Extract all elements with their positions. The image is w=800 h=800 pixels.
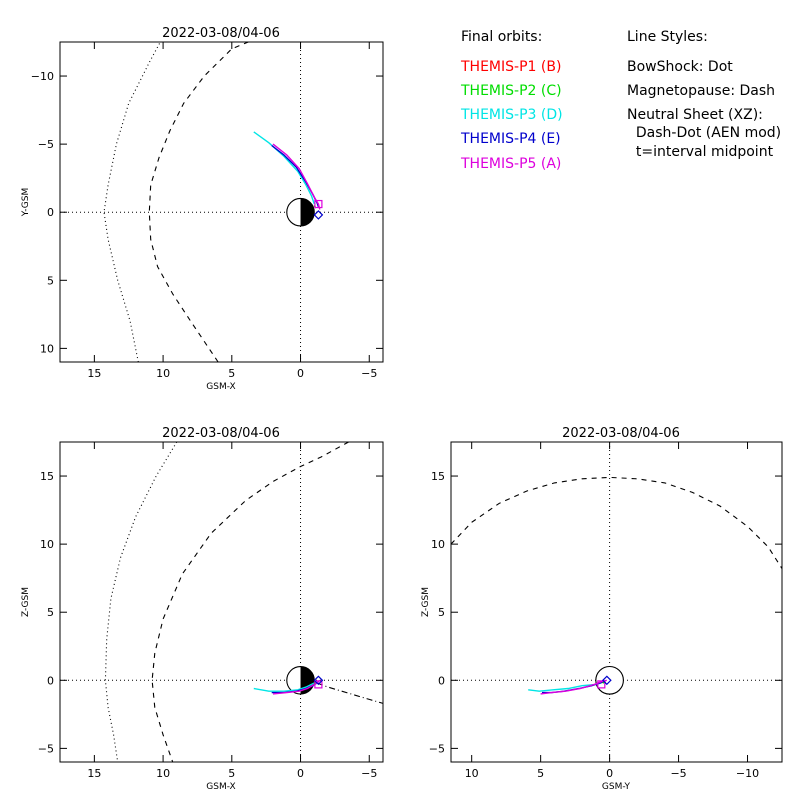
xy-marker-diamond: [313, 210, 324, 220]
yz-magnetopause-line: [451, 476, 782, 569]
xy-magnetopause-line: [148, 42, 249, 362]
yz-orbit-themis-p5-a: [540, 679, 607, 695]
xz-plot-area: [60, 442, 383, 762]
xz-ytick-label: 5: [47, 606, 54, 619]
xy-xtick-label: −5: [361, 367, 377, 380]
legend-style-magnetopause: Magnetopause: Dash: [627, 83, 775, 99]
yz-xtick-label: 5: [537, 767, 544, 780]
panel-xz-title: 2022-03-08/04-06: [162, 426, 280, 441]
xz-xtick-label: −5: [361, 767, 377, 780]
yz-xtick-label: −10: [736, 767, 759, 780]
xz-orbit-themis-p3-d: [253, 682, 315, 692]
xy-ytick-label: −10: [31, 70, 54, 83]
xy-plot-frame: [59, 41, 384, 363]
legend-probe-p5: THEMIS-P5 (A): [460, 156, 561, 172]
yz-xtick-label: 0: [606, 767, 613, 780]
xz-xtick-label: 10: [156, 767, 170, 780]
legend-probe-p2: THEMIS-P2 (C): [460, 83, 562, 99]
legend-probe-p3: THEMIS-P3 (D): [460, 107, 563, 123]
yz-ytick-label: 10: [431, 538, 445, 551]
legend-style-neutral-sheet: Neutral Sheet (XZ):: [627, 107, 763, 123]
legend-style-dash-dot: Dash-Dot (AEN mod): [627, 125, 781, 141]
xz-plot-frame: [59, 441, 384, 763]
legend: Final orbits: Line Styles: THEMIS-P1 (B)…: [460, 29, 781, 172]
orbits-header: Final orbits:: [461, 29, 542, 45]
line-styles-header: Line Styles:: [627, 29, 708, 45]
xy-xtick-label: 5: [228, 367, 235, 380]
panel-xz-ylabel: Z-GSM: [21, 587, 31, 617]
xy-ytick-label: 10: [40, 342, 54, 355]
panel-xz-xlabel: GSM-X: [206, 782, 235, 792]
yz-xtick-label: −5: [670, 767, 686, 780]
xz-marker-diamond: [313, 675, 324, 686]
panel-yz-xlabel: GSM-Y: [602, 782, 631, 792]
xy-xtick-label: 0: [297, 367, 304, 380]
xy-ytick-label: 0: [47, 206, 54, 219]
panel-xz: 2022-03-08/04-06 GSM-X Z-GSM 15 10 5 0 −5 −5 0…: [21, 426, 384, 792]
yz-xtick-label: 10: [465, 767, 479, 780]
yz-ytick-label: 5: [438, 606, 445, 619]
panel-xy-title: 2022-03-08/04-06: [162, 26, 280, 41]
legend-style-midpoint: t=interval midpoint: [627, 144, 774, 160]
xz-xtick-label: 15: [87, 767, 101, 780]
legend-style-bowshock: BowShock: Dot: [627, 59, 733, 75]
panel-yz-title: 2022-03-08/04-06: [562, 426, 680, 441]
xy-xtick-label: 15: [87, 367, 101, 380]
xz-ytick-label: −5: [38, 742, 54, 755]
panel-xy-xlabel: GSM-X: [206, 382, 235, 392]
xy-ytick-label: 5: [47, 274, 54, 287]
yz-earth-disk: [595, 665, 624, 695]
yz-marker-square: [597, 680, 606, 689]
xy-marker-square: [314, 199, 323, 209]
yz-ytick-label: −5: [429, 742, 445, 755]
panel-yz: 2022-03-08/04-06 GSM-Y Z-GSM 10 5 0 −5 −10 −5…: [421, 426, 783, 792]
xz-magnetopause-line: [151, 442, 349, 762]
xz-xtick-label: 5: [228, 767, 235, 780]
panel-yz-ylabel: Z-GSM: [421, 587, 431, 617]
xy-earth-night-side: [300, 198, 315, 226]
yz-marker-diamond: [601, 675, 612, 686]
panel-xy: 2022-03-08/04-06 GSM-X Y-GSM 15 10 5 0 −5 −10…: [21, 26, 384, 392]
xy-bow-shock-line: [103, 42, 161, 362]
yz-plot-frame: [450, 441, 783, 763]
xz-ytick-label: 15: [40, 470, 54, 483]
xz-xtick-label: 0: [297, 767, 304, 780]
panel-xy-ylabel: Y-GSM: [21, 188, 31, 217]
yz-plot-area: [451, 442, 782, 762]
yz-orbit-themis-p3-d: [528, 682, 602, 692]
xy-orbit-themis-p3-d: [253, 131, 315, 205]
xz-marker-square: [314, 680, 323, 689]
xy-ytick-label: −5: [38, 138, 54, 151]
yz-ytick-label: 15: [431, 470, 445, 483]
xz-ytick-label: 10: [40, 538, 54, 551]
xy-orbit-themis-p5-a: [272, 143, 321, 210]
xz-ytick-label: 0: [47, 674, 54, 687]
yz-ytick-label: 0: [438, 674, 445, 687]
xz-neutral-sheet-line: [316, 682, 383, 704]
legend-probe-p1: THEMIS-P1 (B): [460, 59, 561, 75]
xz-orbit-themis-p5-a: [272, 679, 321, 695]
legend-probe-p4: THEMIS-P4 (E): [460, 131, 561, 147]
xy-earth: [286, 197, 315, 227]
yz-earth: [595, 665, 624, 695]
xy-plot-area: [60, 42, 383, 362]
xz-bow-shock-line: [104, 442, 178, 762]
xy-xtick-label: 10: [156, 367, 170, 380]
